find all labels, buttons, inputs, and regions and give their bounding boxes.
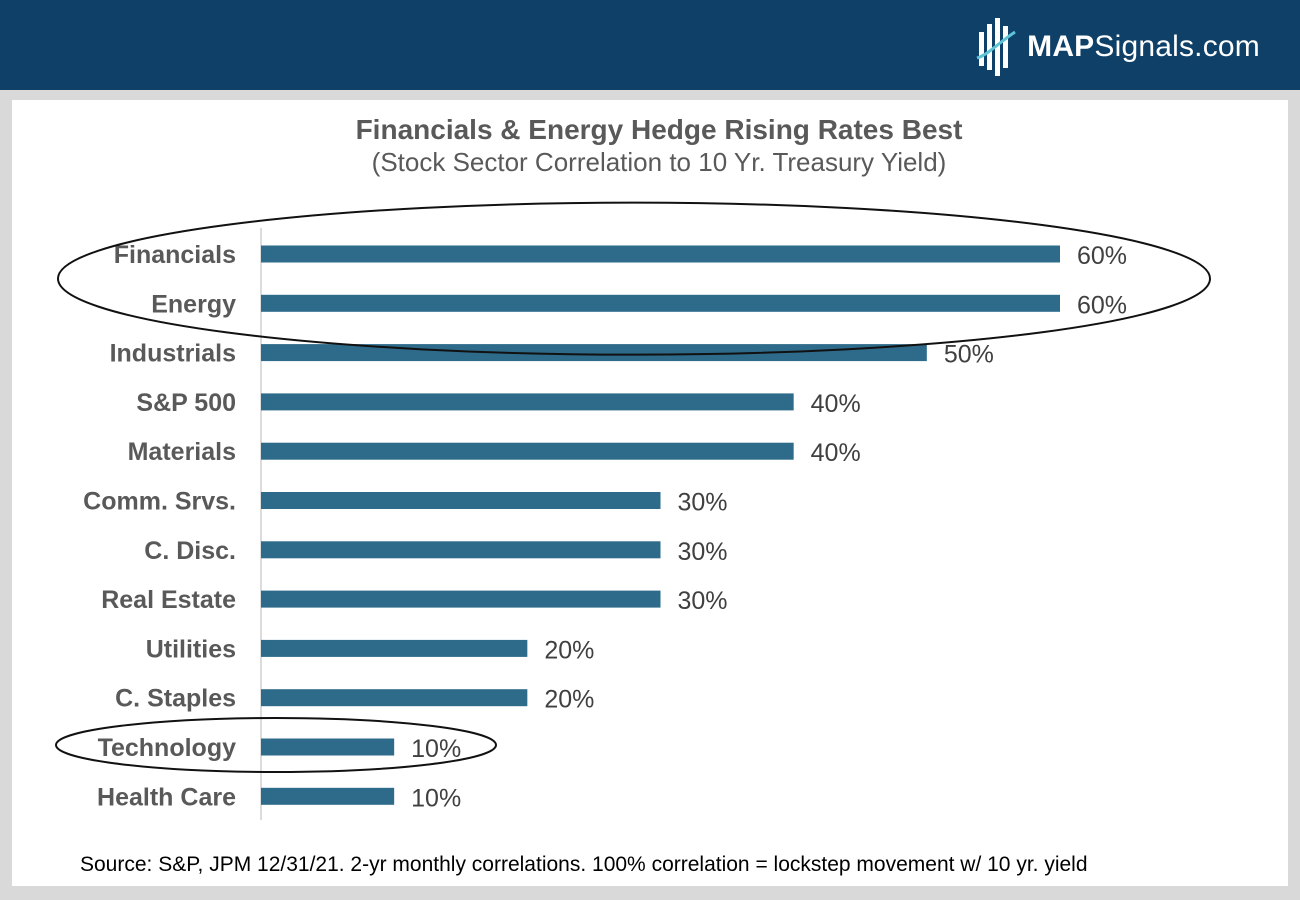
source-note: Source: S&P, JPM 12/31/21. 2-yr monthly … bbox=[80, 853, 1088, 876]
category-label: Industrials bbox=[110, 340, 236, 368]
bar bbox=[261, 245, 1060, 263]
category-label: S&P 500 bbox=[136, 389, 236, 417]
value-label: 40% bbox=[811, 390, 861, 418]
header-bar: MAPSignals.com bbox=[0, 0, 1300, 90]
bar bbox=[261, 738, 395, 756]
category-label: C. Staples bbox=[115, 685, 236, 713]
mapsignals-logo-icon bbox=[976, 18, 1016, 76]
value-label: 50% bbox=[944, 341, 994, 369]
bar bbox=[261, 344, 927, 362]
brand-logo[interactable]: MAPSignals.com bbox=[975, 12, 1260, 82]
category-label: Real Estate bbox=[101, 586, 236, 614]
bar bbox=[261, 492, 661, 509]
chart-title: Financials & Energy Hedge Rising Rates B… bbox=[355, 114, 963, 145]
value-label: 10% bbox=[411, 784, 461, 812]
bar bbox=[261, 442, 794, 460]
value-label: 30% bbox=[678, 587, 728, 615]
category-label: Health Care bbox=[97, 783, 236, 811]
bar bbox=[261, 393, 794, 411]
brand-bold: MAP bbox=[1027, 30, 1095, 63]
brand-light: Signals.com bbox=[1094, 30, 1260, 63]
category-label: Energy bbox=[151, 290, 236, 318]
value-label: 60% bbox=[1077, 242, 1127, 270]
bar bbox=[261, 590, 661, 608]
highlight-ellipse bbox=[57, 201, 1211, 356]
bar bbox=[261, 294, 1060, 312]
value-label: 60% bbox=[1077, 291, 1127, 319]
bar bbox=[261, 541, 661, 559]
bar bbox=[261, 689, 528, 707]
category-label: Materials bbox=[128, 438, 236, 466]
brand-name: MAPSignals.com bbox=[1027, 30, 1260, 64]
category-label: Utilities bbox=[146, 635, 236, 663]
bar bbox=[261, 787, 395, 805]
category-label: Technology bbox=[98, 734, 237, 762]
bar bbox=[261, 639, 528, 657]
value-label: 20% bbox=[544, 636, 594, 664]
value-label: 20% bbox=[544, 686, 594, 714]
value-label: 10% bbox=[411, 735, 461, 763]
value-label: 30% bbox=[678, 489, 728, 517]
category-label: C. Disc. bbox=[144, 537, 236, 565]
category-label: Comm. Srvs. bbox=[83, 488, 236, 516]
value-label: 40% bbox=[811, 439, 861, 467]
chart-subtitle: (Stock Sector Correlation to 10 Yr. Trea… bbox=[371, 147, 947, 177]
category-label: Financials bbox=[114, 241, 236, 269]
value-label: 30% bbox=[678, 538, 728, 566]
highlight-ellipse bbox=[55, 717, 497, 773]
